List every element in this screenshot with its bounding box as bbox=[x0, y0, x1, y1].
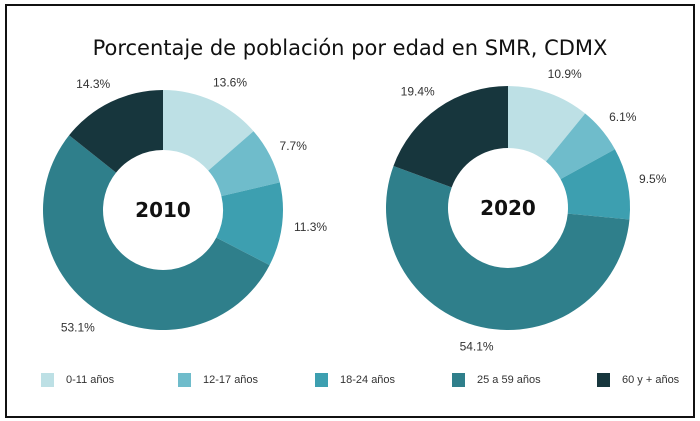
legend-label: 12-17 años bbox=[203, 374, 259, 386]
legend-item: 0-11 años bbox=[41, 373, 114, 387]
legend-swatch bbox=[452, 373, 465, 387]
center-label: 2020 bbox=[480, 196, 536, 220]
legend-label: 18-24 años bbox=[340, 374, 396, 386]
data-label: 7.7% bbox=[280, 139, 308, 153]
legend-item: 25 a 59 años bbox=[452, 373, 541, 387]
data-label: 10.9% bbox=[548, 67, 582, 81]
donut-slice-2020-1 bbox=[545, 113, 615, 180]
legend-label: 0-11 años bbox=[66, 374, 115, 386]
donut-slice-2010-4 bbox=[69, 90, 163, 173]
legend-swatch bbox=[315, 373, 328, 387]
data-label: 9.5% bbox=[639, 172, 667, 186]
data-label: 53.1% bbox=[61, 320, 95, 334]
donut-slice-2010-3 bbox=[43, 135, 270, 330]
data-label: 19.4% bbox=[401, 85, 435, 99]
legend-swatch bbox=[597, 373, 610, 387]
legend-label: 60 y + años bbox=[622, 374, 680, 386]
center-label: 2010 bbox=[135, 198, 191, 222]
donut-slice-2010-2 bbox=[216, 182, 283, 266]
legend-item: 60 y + años bbox=[597, 373, 679, 387]
legend: 0-11 años 12-17 años 18-24 años 25 a 59 año… bbox=[0, 373, 700, 393]
donut-slice-2020-4 bbox=[393, 86, 508, 188]
legend-label: 25 a 59 años bbox=[477, 374, 541, 386]
donut-slice-2010-0 bbox=[163, 90, 254, 171]
data-label: 14.3% bbox=[76, 77, 110, 91]
donut-slice-2020-3 bbox=[386, 165, 630, 330]
chart-title: Porcentaje de población por edad en SMR,… bbox=[92, 36, 608, 60]
data-label: 11.3% bbox=[294, 220, 327, 234]
donut-slice-2020-2 bbox=[560, 149, 630, 220]
legend-swatch bbox=[178, 373, 191, 387]
donut-slice-2020-0 bbox=[508, 86, 586, 162]
data-label: 6.1% bbox=[609, 110, 637, 124]
legend-item: 18-24 años bbox=[315, 373, 395, 387]
data-label: 13.6% bbox=[213, 76, 247, 90]
legend-swatch bbox=[41, 373, 54, 387]
donut-slice-2010-1 bbox=[208, 131, 280, 197]
legend-item: 12-17 años bbox=[178, 373, 258, 387]
data-label: 54.1% bbox=[460, 339, 494, 353]
